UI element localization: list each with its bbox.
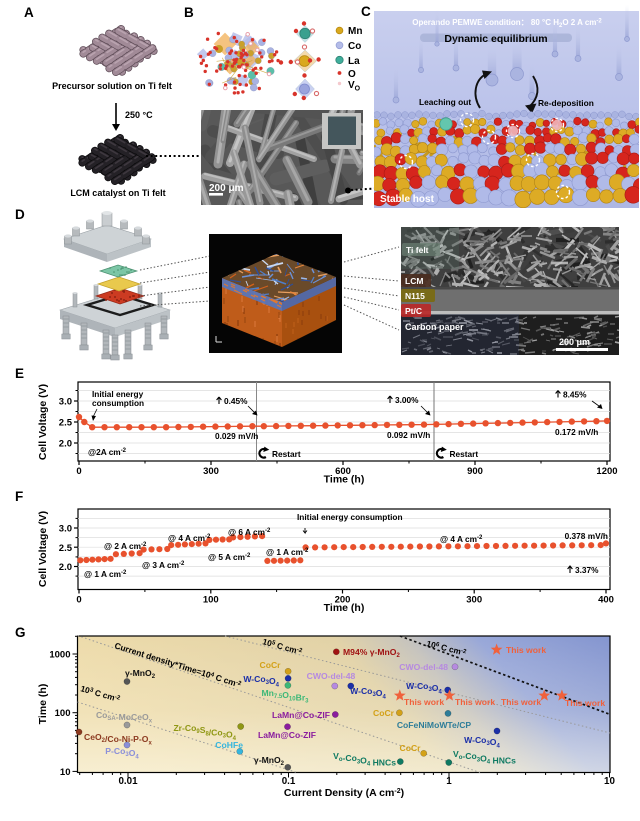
- svg-text:2.0: 2.0: [59, 439, 72, 450]
- svg-text:100: 100: [203, 595, 219, 606]
- svg-text:Mn: Mn: [348, 26, 362, 37]
- svg-text:This work: This work: [455, 697, 495, 707]
- svg-text:This work: This work: [501, 697, 541, 707]
- svg-text:D: D: [15, 207, 25, 222]
- svg-text:3.00%: 3.00%: [395, 395, 419, 405]
- svg-text:250 °C: 250 °C: [125, 110, 153, 120]
- svg-text:This work: This work: [506, 645, 546, 655]
- svg-text:LCM: LCM: [405, 276, 423, 286]
- svg-text:Time (h): Time (h): [324, 474, 365, 486]
- svg-text:0.1: 0.1: [282, 776, 296, 787]
- svg-text:Time (h): Time (h): [324, 602, 365, 614]
- svg-text:300: 300: [203, 466, 219, 477]
- svg-text:@ 1 A cm-2: @ 1 A cm-2: [266, 547, 309, 557]
- svg-text:2.5: 2.5: [59, 543, 73, 554]
- svg-text:1200: 1200: [596, 466, 617, 477]
- svg-text:Precursor solution on Ti felt: Precursor solution on Ti felt: [52, 81, 172, 91]
- svg-text:1000: 1000: [49, 650, 70, 661]
- svg-text:10: 10: [604, 776, 615, 787]
- svg-text:400: 400: [598, 595, 614, 606]
- svg-text:CoHFe: CoHFe: [215, 740, 243, 750]
- svg-text:@ 5 A cm-2: @ 5 A cm-2: [208, 552, 251, 562]
- svg-text:3.0: 3.0: [59, 524, 72, 535]
- svg-text:F: F: [15, 489, 23, 504]
- svg-text:10: 10: [60, 767, 71, 778]
- svg-text:This work: This work: [404, 697, 444, 707]
- svg-text:3.37%: 3.37%: [575, 565, 599, 575]
- svg-text:E: E: [15, 366, 24, 381]
- svg-text:3.0: 3.0: [59, 397, 72, 408]
- svg-text:Carbon paper: Carbon paper: [405, 322, 464, 332]
- svg-text:0.378 mV/h: 0.378 mV/h: [565, 531, 608, 541]
- svg-text:Co: Co: [348, 41, 361, 52]
- svg-text:Initial energy consumption: Initial energy consumption: [297, 512, 403, 522]
- svg-text:N115: N115: [405, 291, 425, 301]
- svg-text:LaMn@Co-ZIF: LaMn@Co-ZIF: [258, 730, 316, 740]
- svg-text:@ 4 A cm-2: @ 4 A cm-2: [168, 533, 211, 543]
- svg-text:0: 0: [76, 466, 81, 477]
- svg-text:0.092 mV/h: 0.092 mV/h: [387, 430, 430, 440]
- svg-text:Pt/C: Pt/C: [405, 306, 422, 316]
- svg-text:200: 200: [335, 595, 351, 606]
- svg-text:G: G: [15, 625, 26, 640]
- svg-text:200 μm: 200 μm: [209, 183, 244, 194]
- svg-text:Initial energy: Initial energy: [92, 389, 144, 399]
- svg-text:Restart: Restart: [272, 449, 301, 459]
- svg-text:CoCr: CoCr: [399, 743, 421, 753]
- svg-text:LaMn@Co-ZIF: LaMn@Co-ZIF: [272, 710, 330, 720]
- svg-text:CWO-del-48: CWO-del-48: [307, 671, 356, 681]
- svg-text:Current Density (A cm-2): Current Density (A cm-2): [284, 787, 404, 799]
- svg-text:@2A cm-2: @2A cm-2: [88, 447, 127, 457]
- svg-text:M94% γ-MnO2: M94% γ-MnO2: [343, 647, 400, 659]
- svg-text:Operando PEMWE condition： 80 °: Operando PEMWE condition： 80 °C H2O 2 A …: [412, 18, 602, 29]
- svg-text:100: 100: [55, 708, 71, 719]
- svg-text:This work: This work: [565, 698, 605, 708]
- svg-text:2.5: 2.5: [59, 418, 73, 429]
- svg-text:0.029 mV/h: 0.029 mV/h: [215, 431, 258, 441]
- svg-text:@ 1 A cm-2: @ 1 A cm-2: [84, 569, 127, 579]
- svg-text:1: 1: [446, 776, 452, 787]
- svg-text:B: B: [184, 5, 194, 20]
- svg-text:C: C: [361, 4, 371, 19]
- svg-text:CoCr: CoCr: [373, 708, 395, 718]
- svg-text:8.45%: 8.45%: [563, 390, 587, 400]
- svg-text:LCM catalyst on Ti felt: LCM catalyst on Ti felt: [70, 188, 165, 198]
- svg-text:@ 3 A cm-2: @ 3 A cm-2: [142, 560, 185, 570]
- svg-text:CoCr: CoCr: [259, 660, 281, 670]
- svg-text:CoFeNiMoWTe/CP: CoFeNiMoWTe/CP: [397, 720, 472, 730]
- svg-text:@ 2 A cm-2: @ 2 A cm-2: [104, 541, 147, 551]
- svg-text:Cell Voltage (V): Cell Voltage (V): [37, 384, 49, 460]
- svg-text:Leaching out: Leaching out: [419, 97, 471, 107]
- svg-text:Re-deposition: Re-deposition: [538, 98, 594, 108]
- svg-text:consumption: consumption: [92, 398, 144, 408]
- svg-text:Stable host: Stable host: [380, 194, 435, 205]
- svg-text:@ 4 A cm-2: @ 4 A cm-2: [440, 534, 483, 544]
- svg-text:CeO2/Co-Ni-P-Ox: CeO2/Co-Ni-P-Ox: [84, 732, 152, 746]
- svg-text:Dynamic equilibrium: Dynamic equilibrium: [444, 33, 547, 45]
- svg-text:0.45%: 0.45%: [224, 396, 248, 406]
- svg-text:600: 600: [335, 466, 351, 477]
- svg-text:2.0: 2.0: [59, 562, 72, 573]
- svg-text:900: 900: [467, 466, 483, 477]
- svg-text:200 μm: 200 μm: [559, 337, 590, 347]
- svg-text:A: A: [24, 5, 34, 20]
- svg-text:γ-MnO2: γ-MnO2: [254, 755, 285, 767]
- svg-text:0: 0: [76, 595, 81, 606]
- svg-text:300: 300: [466, 595, 482, 606]
- svg-text:O: O: [348, 69, 356, 80]
- svg-text:Restart: Restart: [450, 449, 479, 459]
- svg-text:La: La: [348, 56, 360, 67]
- svg-text:0.01: 0.01: [118, 776, 138, 787]
- svg-text:Time (h): Time (h): [37, 684, 49, 725]
- svg-text:CWO-del-48: CWO-del-48: [399, 662, 448, 672]
- svg-text:γ-MnO2: γ-MnO2: [125, 668, 156, 680]
- svg-text:0.172 mV/h: 0.172 mV/h: [555, 427, 598, 437]
- svg-text:@ 6 A cm-2: @ 6 A cm-2: [228, 527, 271, 537]
- svg-text:Cell Voltage (V): Cell Voltage (V): [37, 511, 49, 587]
- svg-text:Ti felt: Ti felt: [406, 245, 429, 255]
- svg-text:VO: VO: [348, 80, 361, 93]
